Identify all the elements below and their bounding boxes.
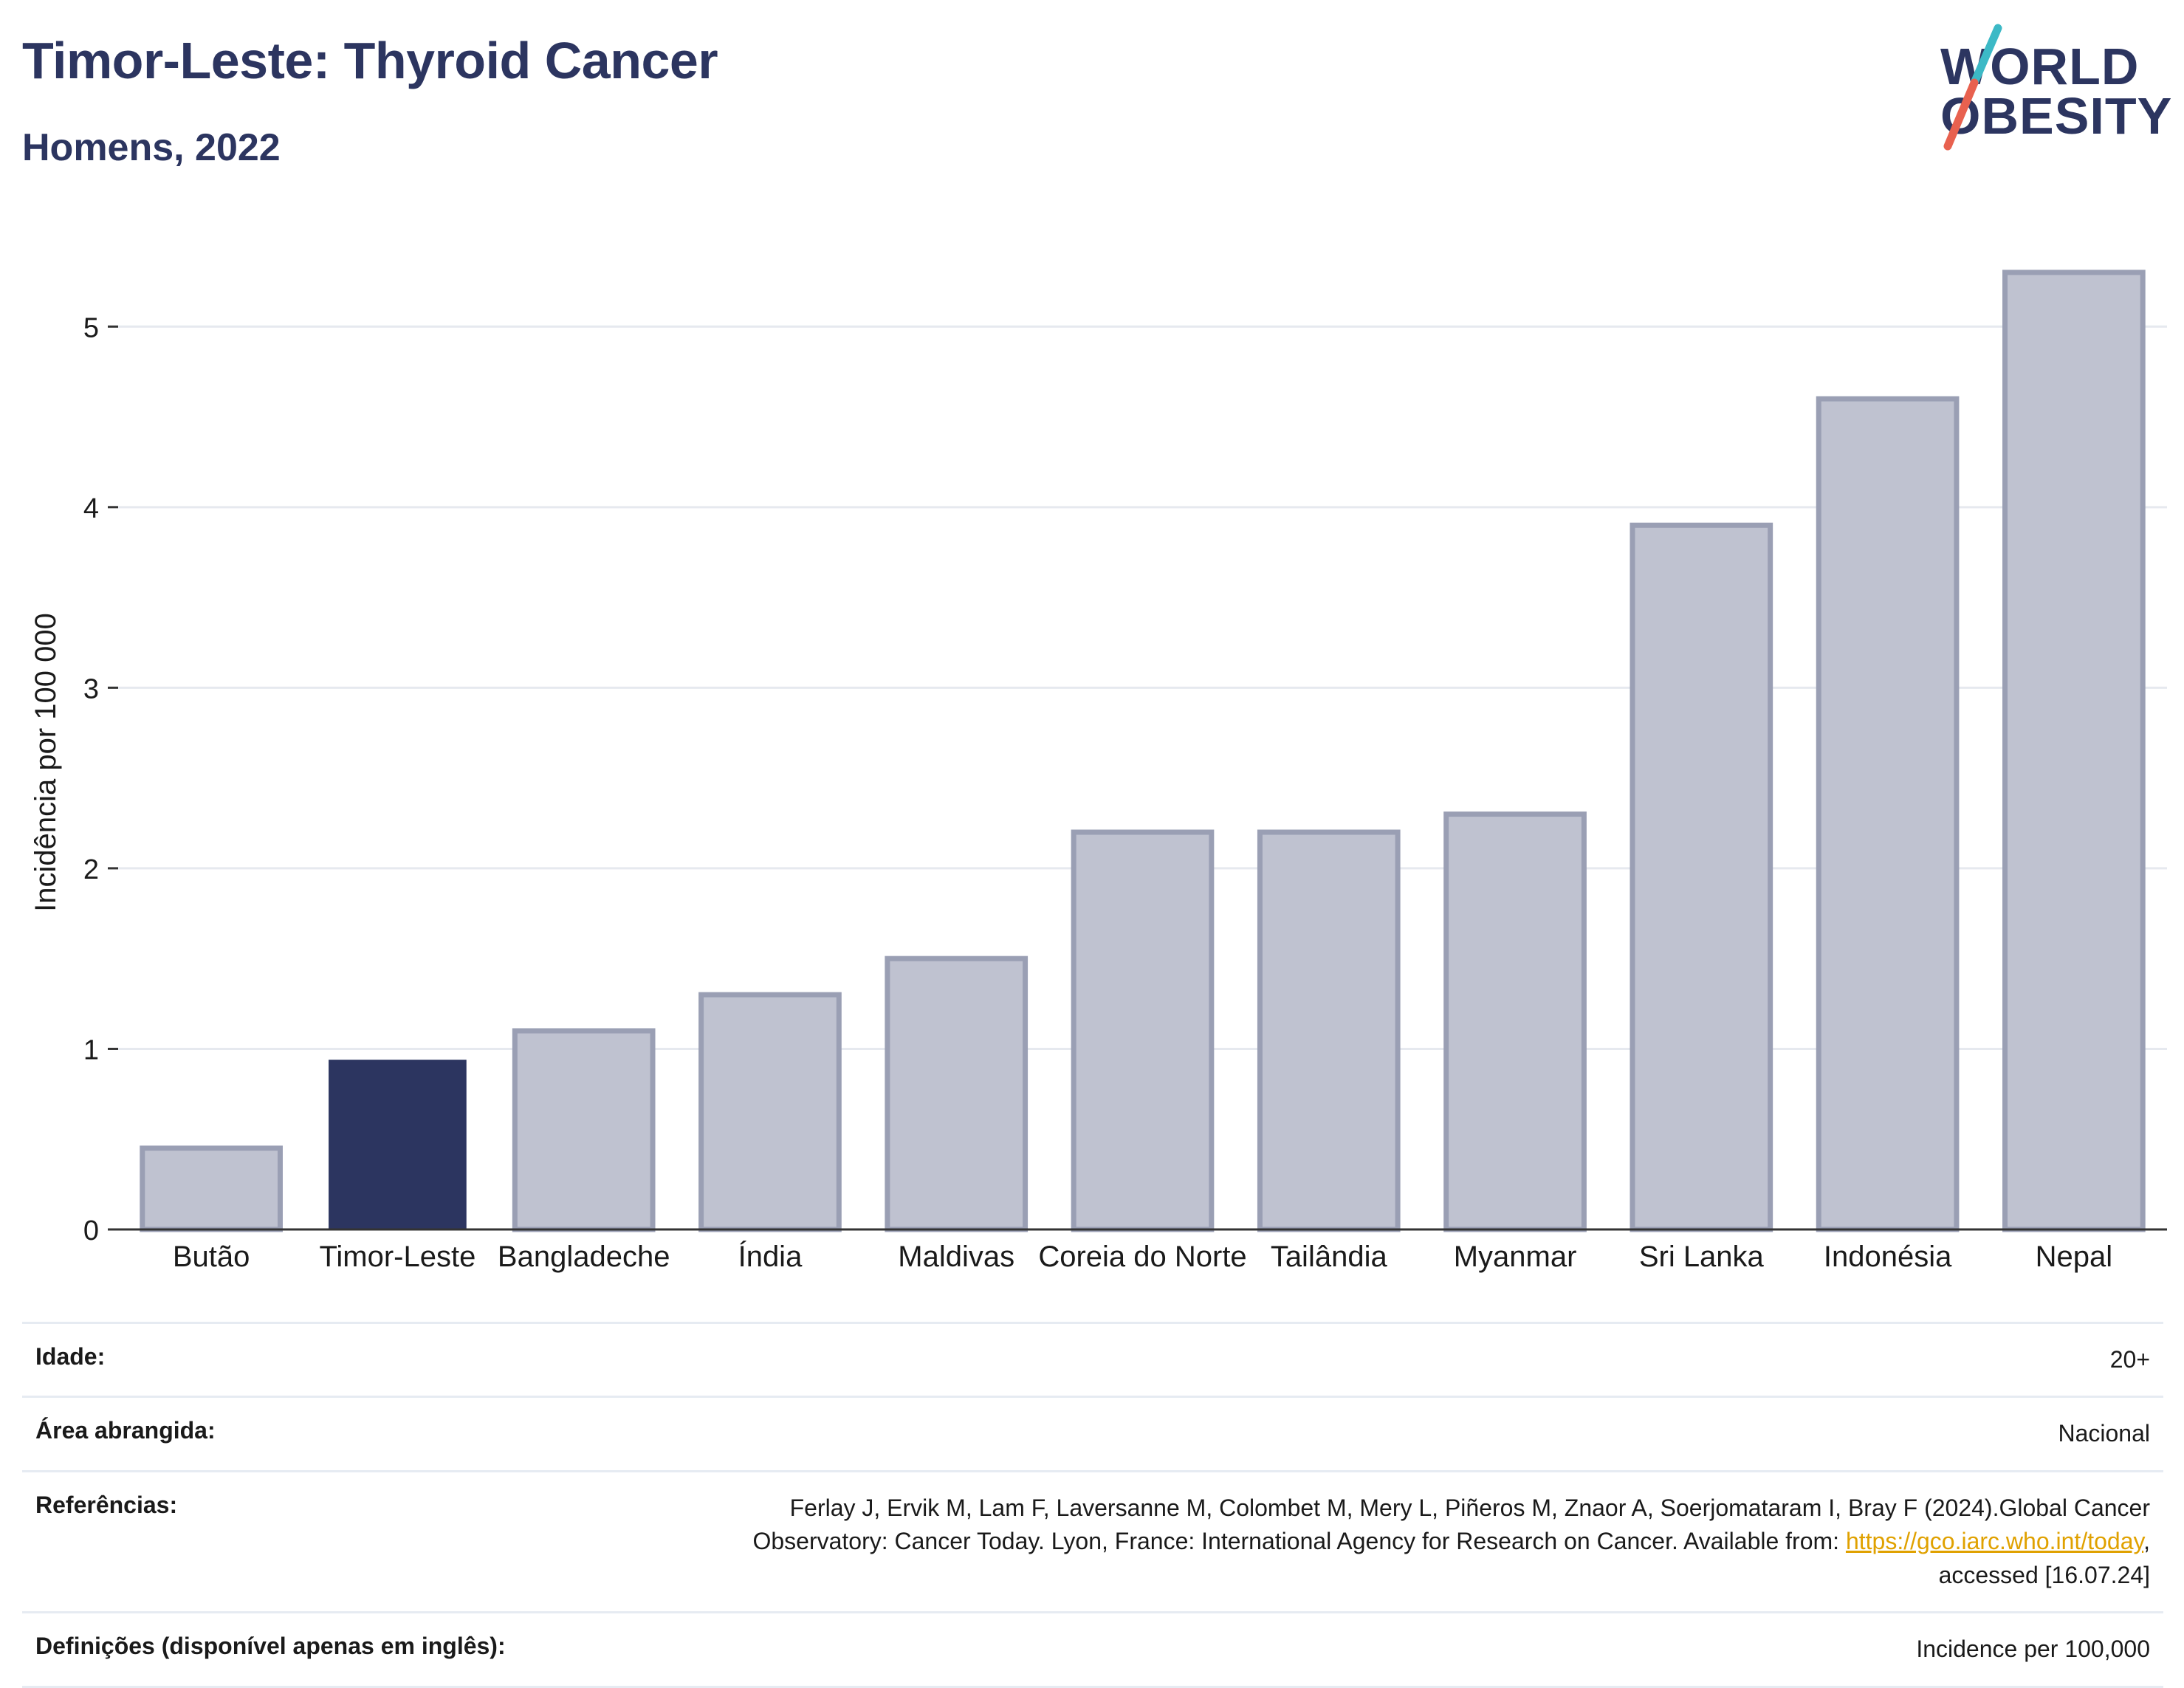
bar-butão <box>140 1145 283 1232</box>
bar-índia <box>698 992 842 1232</box>
chart-title: Timor-Leste: Thyroid Cancer <box>22 32 718 89</box>
meta-row-age: Idade: 20+ <box>22 1322 2163 1396</box>
meta-row-area: Área abrangida: Nacional <box>22 1396 2163 1469</box>
meta-value-definitions: Incidence per 100,000 <box>1916 1636 2150 1663</box>
meta-value-references: Ferlay J, Ervik M, Lam F, Laversanne M, … <box>752 1492 2150 1592</box>
y-tick-label: 0 <box>83 1215 99 1246</box>
meta-label-definitions: Definições (disponível apenas em inglês)… <box>35 1633 506 1660</box>
y-axis-label: Incidência por 100 000 <box>30 613 62 912</box>
x-tick-label: Maldivas <box>898 1241 1014 1273</box>
meta-value-area: Nacional <box>2058 1420 2150 1447</box>
bar-indonésia <box>1816 396 1960 1232</box>
meta-label-age: Idade: <box>35 1343 106 1370</box>
world-obesity-logo: WORLD OBESITY <box>1927 22 2171 155</box>
x-tick-label: Tailândia <box>1271 1241 1388 1273</box>
reference-line-2-end: , <box>2143 1528 2150 1555</box>
bar-nepal <box>2002 270 2146 1232</box>
meta-row-references: Referências: Ferlay J, Ervik M, Lam F, L… <box>22 1469 2163 1611</box>
x-tick-label: Coreia do Norte <box>1038 1241 1246 1273</box>
logo-slash-icon <box>1943 24 2002 151</box>
x-tick-labels: Butão Timor-Leste Bangladeche Índia Maldivas… <box>173 1240 2112 1273</box>
x-tick-label: Bangladeche <box>498 1241 670 1273</box>
meta-value-age: 20+ <box>2109 1346 2150 1373</box>
x-tick-label: Índia <box>738 1240 803 1273</box>
meta-row-definitions: Definições (disponível apenas em inglês)… <box>22 1611 2163 1688</box>
y-tick-labels: 0 1 2 3 4 5 <box>83 312 118 1246</box>
bar-timor-leste <box>329 1060 467 1229</box>
metadata-table: Idade: 20+ Área abrangida: Nacional Refe… <box>22 1322 2163 1688</box>
y-tick-label: 4 <box>83 493 99 524</box>
chart-subtitle: Homens, 2022 <box>22 126 281 169</box>
y-tick-label: 1 <box>83 1035 99 1066</box>
reference-line-2: Observatory: Cancer Today. Lyon, France:… <box>752 1528 1846 1555</box>
x-tick-label: Timor-Leste <box>319 1241 475 1273</box>
x-tick-label: Myanmar <box>1454 1241 1577 1273</box>
meta-label-area: Área abrangida: <box>35 1417 216 1444</box>
bar-tailândia <box>1257 829 1401 1232</box>
x-tick-label: Indonésia <box>1824 1241 1952 1273</box>
y-tick-label: 3 <box>83 673 99 704</box>
x-tick-label: Butão <box>173 1241 250 1273</box>
reference-line-1: Ferlay J, Ervik M, Lam F, Laversanne M, … <box>789 1494 2150 1521</box>
logo-text-obesity: OBESITY <box>1940 87 2173 145</box>
x-tick-label: Sri Lanka <box>1639 1241 1765 1273</box>
bar-bangladeche <box>512 1028 656 1232</box>
reference-line-3: accessed [16.07.24] <box>1938 1561 2150 1588</box>
bar-coreia-do-norte <box>1071 829 1215 1232</box>
bars <box>140 270 2146 1232</box>
bar-chart: 0 1 2 3 4 5 Butão Timor-Leste Bangladeche Índia M… <box>30 270 2167 1273</box>
bar-sri-lanka <box>1630 522 1773 1232</box>
reference-link[interactable]: https://gco.iarc.who.int/today <box>1845 1528 2144 1555</box>
y-tick-label: 2 <box>83 854 99 885</box>
meta-label-references: Referências: <box>35 1491 178 1518</box>
bar-maldivas <box>885 955 1029 1232</box>
bar-myanmar <box>1443 812 1587 1232</box>
x-tick-label: Nepal <box>2036 1241 2113 1273</box>
y-tick-label: 5 <box>83 312 99 343</box>
